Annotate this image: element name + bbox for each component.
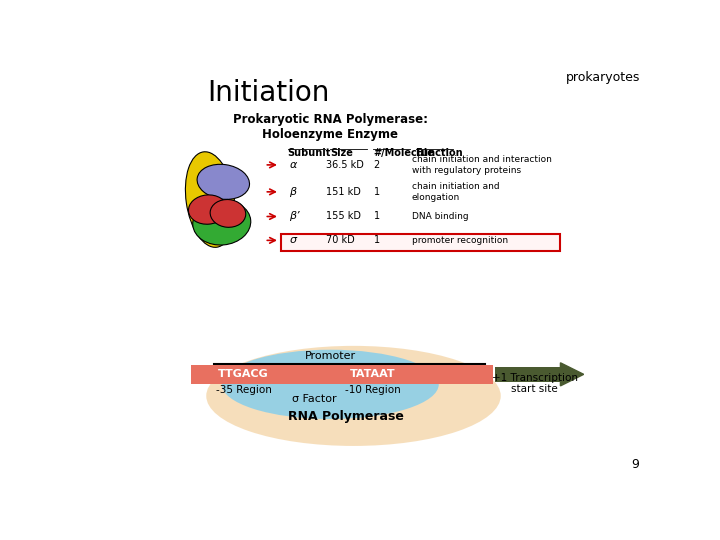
Text: RNA Polymerase: RNA Polymerase [288,410,404,423]
Text: β: β [289,187,297,197]
Text: TATAAT: TATAAT [350,369,396,379]
Text: Size: Size [330,148,353,158]
Text: 2: 2 [374,160,380,170]
Text: chain initiation and
elongation: chain initiation and elongation [412,182,499,201]
Ellipse shape [189,195,227,224]
Text: promoter recognition: promoter recognition [412,236,508,245]
Text: TTGACG: TTGACG [218,369,269,379]
Ellipse shape [197,164,250,199]
Text: prokaryotes: prokaryotes [566,71,640,84]
Text: 9: 9 [631,458,639,471]
Text: 1: 1 [374,212,380,221]
Text: 70 kD: 70 kD [326,235,355,245]
Text: 151 kD: 151 kD [326,187,361,197]
Text: -35 Region: -35 Region [215,385,271,395]
Polygon shape [560,363,584,386]
Text: Initiation: Initiation [207,79,330,107]
Text: +1 Transcription
start site: +1 Transcription start site [492,373,578,394]
Text: Prokaryotic RNA Polymerase:
Holoenzyme Enzyme: Prokaryotic RNA Polymerase: Holoenzyme E… [233,112,428,140]
Bar [282,234,560,251]
Text: DNA binding: DNA binding [412,212,468,221]
Ellipse shape [222,350,438,419]
Text: 1: 1 [374,235,380,245]
Text: β’: β’ [289,212,300,221]
Text: chain initiation and interaction
with regulatory proteins: chain initiation and interaction with re… [412,155,552,174]
Text: 155 kD: 155 kD [326,212,361,221]
Text: Subunit: Subunit [287,148,331,158]
Text: #/Molecule: #/Molecule [373,148,433,158]
Ellipse shape [206,346,500,446]
Ellipse shape [185,152,235,247]
Text: σ Factor: σ Factor [292,394,337,404]
Ellipse shape [210,199,246,227]
Text: Promoter: Promoter [305,351,356,361]
Text: α: α [289,160,297,170]
Ellipse shape [193,200,251,245]
Bar [191,365,493,383]
Text: 36.5 kD: 36.5 kD [326,160,364,170]
Text: Function: Function [415,148,463,158]
Text: σ: σ [289,235,296,245]
Text: -10 Region: -10 Region [345,385,401,395]
Bar [495,367,560,382]
Text: 1: 1 [374,187,380,197]
